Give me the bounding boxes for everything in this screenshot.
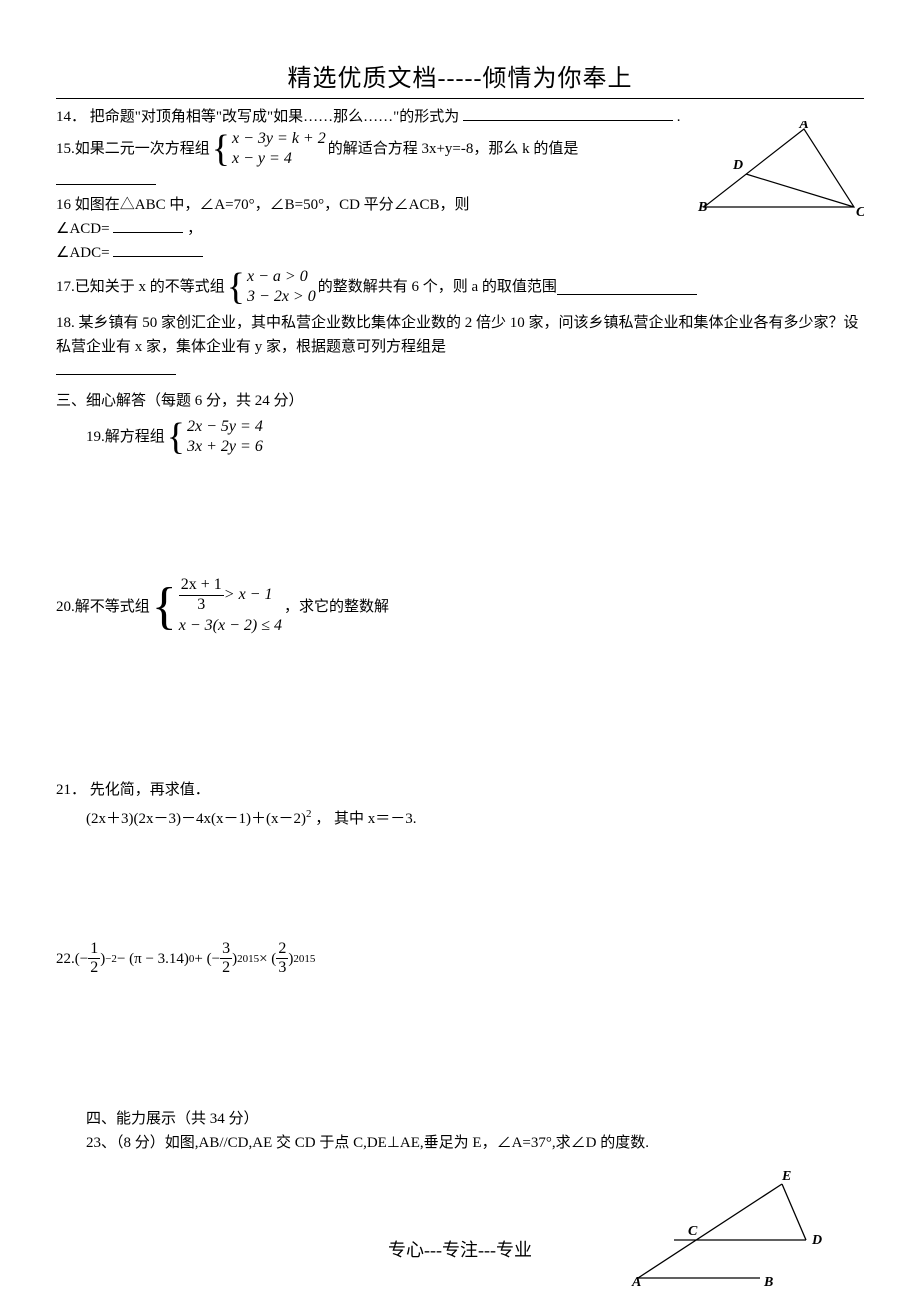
q18-num: 18. (56, 315, 75, 331)
triangle-abc-diagram: A D B C (694, 121, 864, 226)
q21-num: 21． (56, 782, 86, 798)
q20-row2: x − 3(x − 2) ≤ 4 (179, 614, 282, 638)
q18: 18. 某乡镇有 50 家创汇企业，其中私营企业数比集体企业数的 2 倍少 10… (56, 311, 864, 359)
q17-row1: x − a > 0 (247, 267, 316, 287)
label-E: E (781, 1169, 791, 1184)
label-D2: D (811, 1233, 822, 1248)
q16-l1: 16 如图在△ABC 中，∠A=70°，∠B=50°，CD 平分∠ACB，则 (56, 193, 686, 217)
label-A: A (798, 121, 808, 132)
q16-blank2 (113, 241, 203, 257)
q16-acd: ∠ACD= (56, 221, 110, 237)
q19-row1: 2x − 5y = 4 (187, 417, 263, 437)
q14-period: . (677, 109, 681, 125)
q21-expr: (2x＋3)(2x－3)－4x(x－1)＋(x－2)2 ， 其中 x＝－3. (56, 802, 864, 831)
label-A2: A (631, 1275, 641, 1288)
q23: 23、（8 分）如图,AB//CD,AE 交 CD 于点 C,DE⊥AE,垂足为… (56, 1131, 864, 1155)
q20-textb: ，求它的整数解 (284, 595, 389, 619)
section3-title: 三、细心解答（每题 6 分，共 24 分） (56, 389, 864, 413)
q16-l2: ∠ACD= ， (56, 217, 686, 241)
q17-texta: 已知关于 x 的不等式组 (75, 275, 225, 299)
q15-textb: 的解适合方程 3x+y=-8，那么 k 的值是 (328, 137, 579, 161)
q14-num: 14． (56, 109, 86, 125)
q17-blank (557, 279, 697, 295)
q17: 17. 已知关于 x 的不等式组 { x − a > 0 3 − 2x > 0 … (56, 267, 864, 307)
q20-row1: 2x + 1 3 > x − 1 (179, 577, 282, 614)
q19: 19. 解方程组 { 2x − 5y = 4 3x + 2y = 6 (56, 417, 864, 457)
triangle-ecd-diagram: E C D A B (630, 1168, 840, 1288)
q19-row2: 3x + 2y = 6 (187, 437, 263, 457)
label-B2: B (763, 1275, 773, 1288)
page-title: 精选优质文档-----倾情为你奉上 (56, 58, 864, 93)
q18-text: 某乡镇有 50 家创汇企业，其中私营企业数比集体企业数的 2 倍少 10 家，问… (56, 315, 859, 355)
q15-row2: x − y = 4 (232, 149, 326, 169)
q19-system: { 2x − 5y = 4 3x + 2y = 6 (167, 417, 263, 457)
q21-l1: 21． 先化简，再求值． (56, 778, 864, 802)
q14-blank (463, 105, 673, 121)
section4-title: 四、能力展示（共 34 分） (56, 1107, 864, 1131)
q14-text: 把命题"对顶角相等"改写成"如果……那么……"的形式为 (90, 109, 460, 125)
q15-texta: 如果二元一次方程组 (75, 137, 210, 161)
q15-blank (56, 169, 156, 185)
q17-system: { x − a > 0 3 − 2x > 0 (227, 267, 316, 307)
q21-texta: 先化简，再求值． (90, 782, 210, 798)
q19-num: 19. (86, 425, 105, 449)
header-rule (56, 98, 864, 99)
label-C2: C (688, 1224, 698, 1239)
label-D: D (732, 158, 743, 173)
q20-frac1: 2x + 1 3 (179, 577, 224, 614)
q16-comma: ， (187, 221, 202, 237)
label-C: C (856, 205, 864, 220)
q18-blank-line (56, 359, 864, 383)
q20-texta: 解不等式组 (75, 595, 150, 619)
label-B: B (697, 200, 707, 215)
q17-textb: 的整数解共有 6 个，则 a 的取值范围 (318, 275, 557, 299)
q22: 22. (− 12 )−2 − (π − 3.14)0 + (− 32 )201… (56, 941, 864, 978)
q16-adc: ∠ADC= (56, 245, 110, 261)
q15-blank-line (56, 169, 686, 193)
q22-num: 22. (56, 947, 75, 971)
q20: 20. 解不等式组 { 2x + 1 3 > x − 1 x − 3(x − 2… (56, 577, 864, 638)
q16-l3: ∠ADC= (56, 241, 686, 265)
q15-num: 15. (56, 137, 75, 161)
q15-system: { x − 3y = k + 2 x − y = 4 (212, 129, 326, 169)
q20-num: 20. (56, 595, 75, 619)
q15: 15. 如果二元一次方程组 { x − 3y = k + 2 x − y = 4… (56, 129, 686, 169)
q17-row2: 3 − 2x > 0 (247, 287, 316, 307)
q15-row1: x − 3y = k + 2 (232, 129, 326, 149)
q20-system: { 2x + 1 3 > x − 1 x − 3(x − 2) ≤ 4 (152, 577, 282, 638)
q19-texta: 解方程组 (105, 425, 165, 449)
q18-blank (56, 359, 176, 375)
q17-num: 17. (56, 275, 75, 299)
q16-blank1 (113, 217, 183, 233)
